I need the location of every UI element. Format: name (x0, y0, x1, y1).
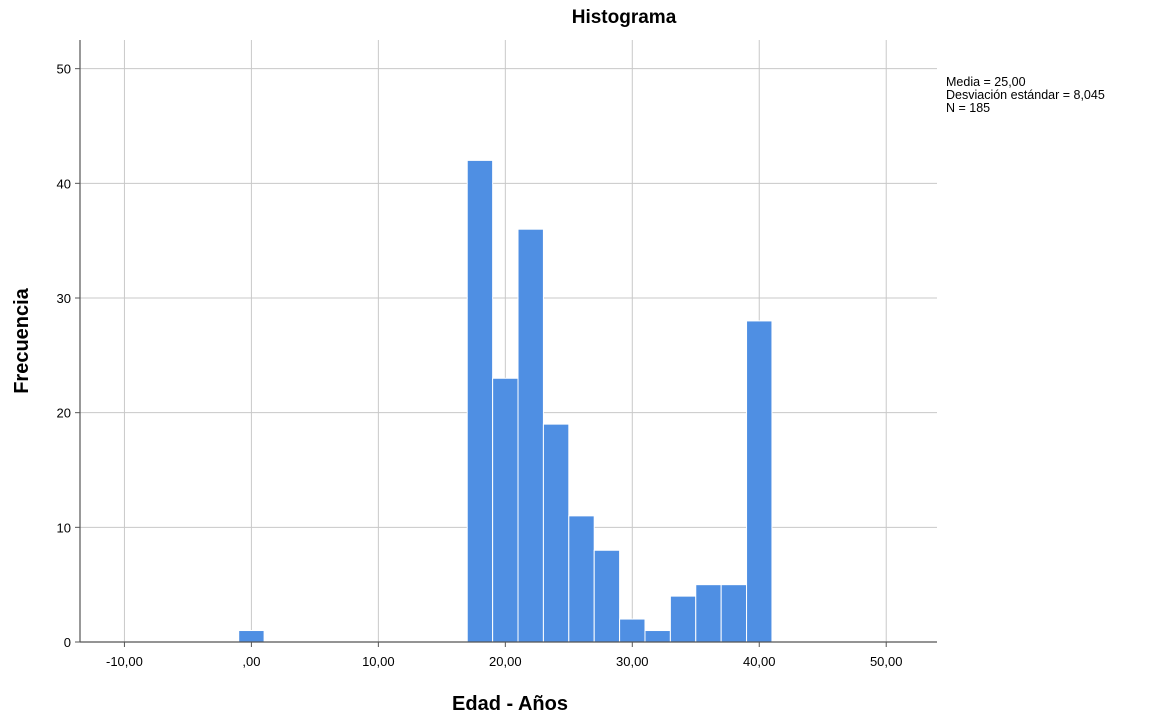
x-tick-label: 30,00 (616, 654, 649, 669)
histogram-bar (695, 584, 722, 643)
histogram-bar (568, 515, 595, 643)
x-tick-label: -10,00 (106, 654, 143, 669)
histogram-bar (720, 584, 748, 643)
y-tick-label: 30 (57, 291, 71, 306)
axes (75, 40, 937, 647)
histogram-bar (746, 320, 773, 643)
y-axis-label: Frecuencia (11, 287, 33, 393)
histogram-bar (593, 549, 621, 643)
y-tick-label: 10 (57, 520, 71, 535)
y-tick-label: 0 (64, 635, 71, 650)
bars (238, 159, 773, 643)
stats-box: Media = 25,00 Desviación estándar = 8,04… (946, 76, 1105, 115)
x-axis-label: Edad - Años (452, 693, 568, 715)
y-tick-label: 40 (57, 176, 71, 191)
histogram-bar (517, 228, 544, 643)
chart-title: Histograma (572, 7, 677, 28)
y-tick-label: 50 (57, 62, 71, 77)
stats-mean: Media = 25,00 (946, 75, 1026, 89)
x-tick-label: 10,00 (362, 654, 395, 669)
stats-n: N = 185 (946, 101, 991, 115)
x-tick-label: 20,00 (489, 654, 522, 669)
x-tick-label: 50,00 (870, 654, 903, 669)
histogram-bar (466, 159, 494, 643)
histogram-bar (669, 595, 697, 643)
histogram-bar (619, 618, 646, 643)
x-tick-label: 40,00 (743, 654, 776, 669)
histogram-bar (542, 423, 570, 643)
stats-sd: Desviación estándar = 8,045 (946, 88, 1105, 102)
tick-labels: -10,00 ,00 10,00 20,00 30,00 40,00 50,00 0 10 20 3… (57, 62, 903, 669)
histogram-bar (492, 377, 519, 643)
histogram-bar (238, 630, 265, 643)
y-tick-label: 20 (57, 406, 71, 421)
histogram-bar (644, 630, 671, 643)
x-tick-label: ,00 (242, 654, 260, 669)
